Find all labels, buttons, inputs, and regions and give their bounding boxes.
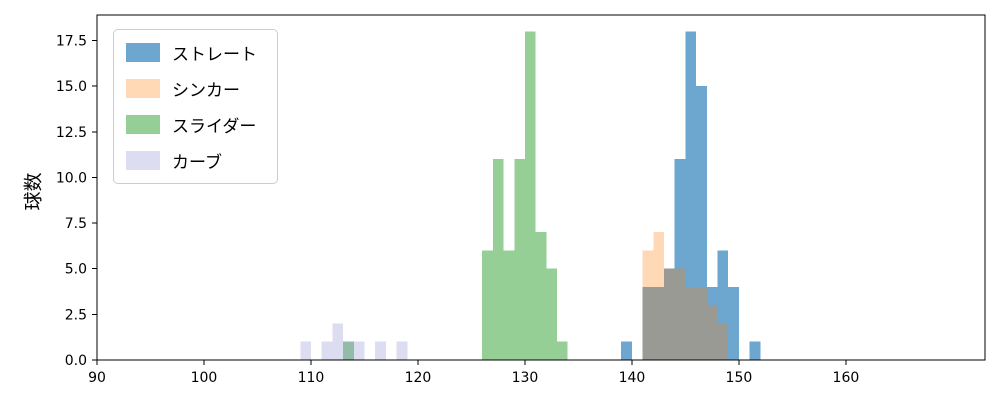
y-axis-tick-label: 5.0 (65, 262, 87, 278)
y-axis-tick-label: 15.0 (56, 79, 87, 95)
legend-swatch-1 (126, 79, 160, 98)
histogram-bar (674, 159, 686, 360)
histogram-bar (332, 323, 344, 360)
x-axis-tick-label: 140 (619, 370, 646, 386)
histogram-bar (749, 341, 761, 360)
histogram-bar (664, 268, 675, 360)
series-2 (343, 31, 568, 361)
histogram-bar (375, 341, 386, 360)
legend-item-3: カーブ (126, 148, 257, 173)
legend-label-3: カーブ (172, 153, 222, 173)
series-1 (642, 232, 729, 360)
histogram-bar (343, 341, 354, 360)
x-axis-tick-label: 110 (298, 370, 325, 386)
series-0 (621, 31, 761, 361)
histogram-bar (728, 286, 739, 360)
y-axis-tick-label: 17.5 (56, 34, 87, 50)
legend-item-0: ストレート (126, 40, 257, 65)
histogram-bar (696, 286, 707, 360)
histogram-bar (642, 286, 654, 360)
histogram-bar (492, 159, 504, 360)
legend-label-2: スライダー (172, 117, 257, 137)
histogram-bar (621, 341, 632, 360)
histogram-bar (353, 341, 365, 360)
histogram-bar (706, 305, 718, 360)
histogram-bar (300, 341, 311, 360)
series-3 (300, 323, 408, 360)
histogram-bar (653, 232, 665, 360)
histogram-bar (674, 268, 686, 360)
histogram-bar (653, 286, 665, 360)
y-axis-tick-label: 7.5 (65, 216, 87, 232)
histogram-bar (343, 341, 354, 360)
x-axis-tick-label: 120 (405, 370, 432, 386)
histogram-bar (557, 341, 568, 360)
histogram-bar (685, 31, 697, 361)
x-axis-tick-label: 130 (512, 370, 539, 386)
histogram-bar (685, 286, 697, 360)
histogram-bar (706, 286, 718, 360)
histogram-bar (503, 250, 515, 360)
y-axis-tick-label: 2.5 (65, 307, 87, 323)
x-axis-tick-label: 160 (833, 370, 860, 386)
x-axis-tick-label: 100 (191, 370, 218, 386)
y-axis-tick-label: 12.5 (56, 125, 87, 141)
histogram-bar (717, 323, 729, 360)
legend-swatch-0 (126, 43, 160, 62)
axes-spines (96, 14, 986, 361)
histogram-bar (321, 341, 333, 360)
x-axis-tick-label: 150 (726, 370, 753, 386)
histogram-bar (535, 232, 547, 360)
y-axis-label: 球数 (22, 172, 45, 211)
y-axis-tick-label: 10.0 (56, 170, 87, 186)
histogram-bar (717, 250, 729, 360)
histogram-bar (664, 268, 675, 360)
histogram-bar (696, 86, 707, 360)
histogram-bar (396, 341, 408, 360)
legend-swatch-3 (126, 151, 160, 170)
legend-label-1: シンカー (172, 81, 240, 101)
legend: ストレートシンカースライダーカーブ (113, 29, 278, 184)
legend-item-1: シンカー (126, 76, 257, 101)
histogram-bar (524, 31, 536, 361)
histogram-bar (642, 250, 654, 360)
histogram-bar (482, 250, 493, 360)
legend-swatch-2 (126, 115, 160, 134)
legend-item-2: スライダー (126, 112, 257, 137)
histogram-bar (514, 159, 525, 360)
histogram-bar (546, 268, 558, 360)
y-axis-tick-label: 0.0 (65, 353, 87, 369)
x-axis-tick-label: 90 (88, 370, 106, 386)
legend-label-0: ストレート (172, 45, 257, 65)
